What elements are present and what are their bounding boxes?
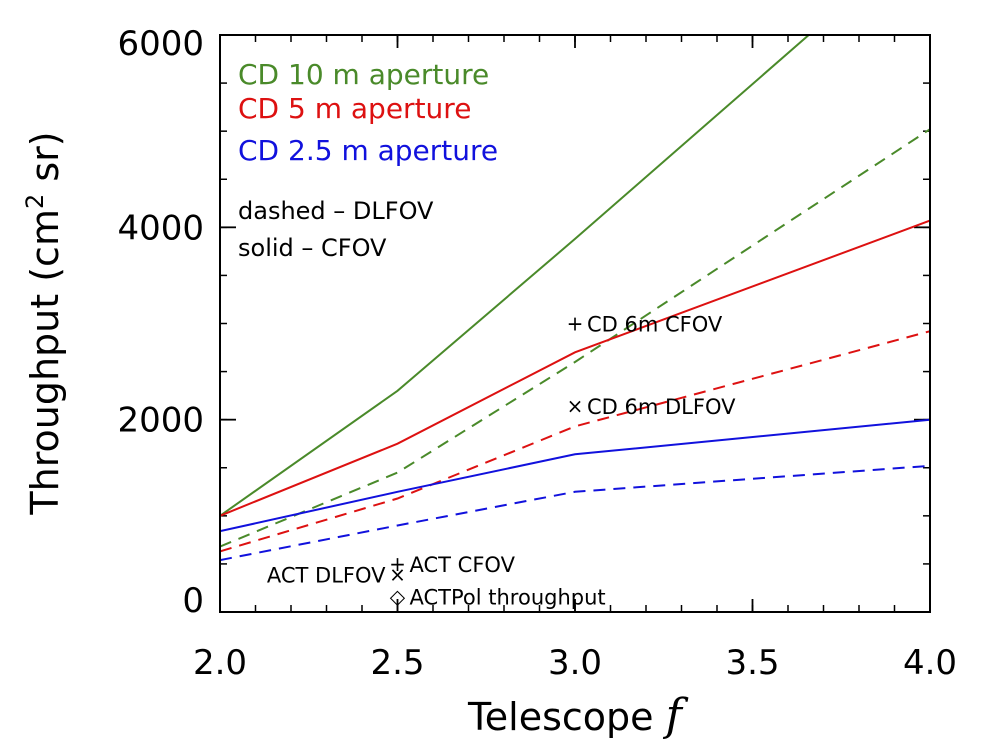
y-axis-title-prefix: Throughput (cm <box>23 209 67 516</box>
y-axis-title-suffix: sr) <box>23 131 67 193</box>
legend-entry-cd-2-5m: CD 2.5 m aperture <box>238 134 498 167</box>
plot-frame <box>219 34 931 613</box>
series-line-cd-2-5-m-aperture-cfov <box>220 418 930 533</box>
tick-labels: 2.0 2.5 3.0 3.5 4.0 0 2000 4000 6000 <box>117 24 957 683</box>
line-style-notes: dashed – DLFOV solid – CFOV <box>238 197 434 262</box>
x-tick-label: 3.0 <box>548 643 602 683</box>
point-marker-act-dlfov: × <box>389 562 406 586</box>
y-tick-label: 4000 <box>117 208 204 248</box>
series-lines <box>220 35 930 562</box>
y-axis-title: Throughput (cm2 sr) <box>21 131 67 515</box>
point-label-cd6-cfov: CD 6m CFOV <box>587 313 723 337</box>
x-axis-title: Telescope f <box>467 690 689 741</box>
point-marker-cd6-dlfov: × <box>567 394 584 418</box>
point-marker-actpol: ◇ <box>390 585 406 609</box>
point-label-cd6-dlfov: CD 6m DLFOV <box>587 395 736 419</box>
point-label-act-dlfov: ACT DLFOV <box>267 563 386 587</box>
y-tick-label: 2000 <box>117 401 204 441</box>
note-dashed: dashed – DLFOV <box>238 197 434 225</box>
legend-entry-cd-5m: CD 5 m aperture <box>238 92 471 125</box>
series-line-cd-2-5-m-aperture-dlfov <box>220 464 930 562</box>
y-tick-label: 6000 <box>117 24 204 64</box>
series-line-cd-5-m-aperture-cfov <box>220 219 930 517</box>
y-axis-title-sup: 2 <box>21 194 49 209</box>
point-marker-cd6-cfov: + <box>567 312 584 336</box>
legend-entry-cd-10m: CD 10 m aperture <box>238 58 489 91</box>
x-axis-title-text: Telescope <box>467 695 654 739</box>
reference-points: + CD 6m CFOV× CD 6m DLFOV+ ACT CFOV×ACT DLF… <box>267 312 736 610</box>
point-label-actpol: ACTPol throughput <box>410 586 606 610</box>
x-tick-label: 4.0 <box>903 643 957 683</box>
x-tick-label: 3.5 <box>725 643 779 683</box>
series-line-cd-5-m-aperture-dlfov <box>220 330 930 553</box>
point-label-act-cfov: ACT CFOV <box>410 553 516 577</box>
axis-ticks <box>219 34 931 613</box>
x-tick-label: 2.0 <box>193 643 247 683</box>
legend: CD 10 m aperture CD 5 m aperture CD 2.5 … <box>238 58 498 167</box>
y-tick-label: 0 <box>182 581 204 621</box>
x-tick-label: 2.5 <box>370 643 424 683</box>
note-solid: solid – CFOV <box>238 234 387 262</box>
series-line-cd-10-m-aperture-cfov <box>220 35 811 517</box>
point-marker-act-cfov: + <box>389 552 406 576</box>
